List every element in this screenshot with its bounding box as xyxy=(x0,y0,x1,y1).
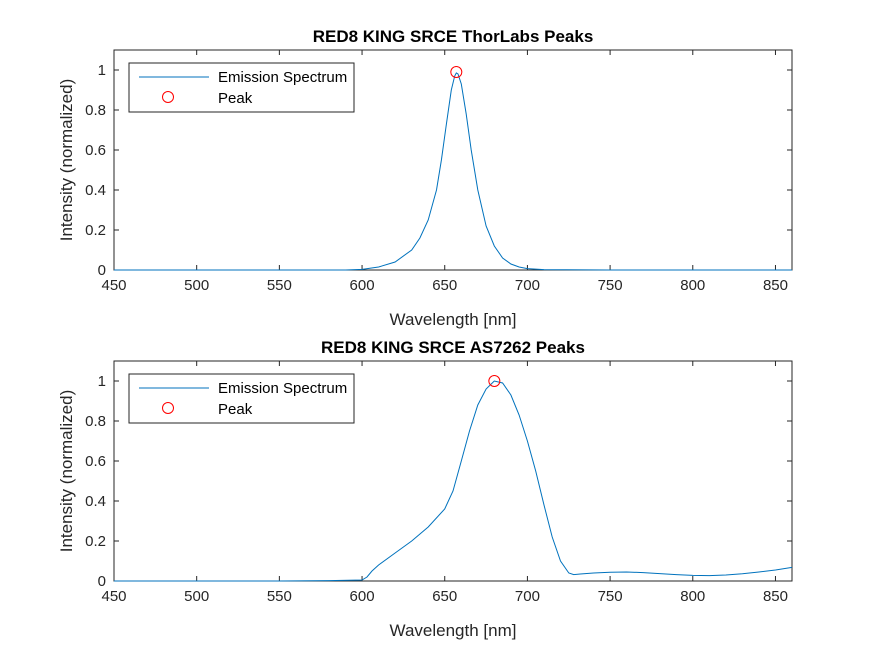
y-axis-label: Intensity (normalized) xyxy=(57,390,76,553)
y-tick-label: 0.4 xyxy=(85,182,106,199)
x-tick-label: 850 xyxy=(763,588,788,605)
y-tick-label: 0.2 xyxy=(85,533,106,550)
chart-title: RED8 KING SRCE ThorLabs Peaks xyxy=(313,27,594,46)
legend-box xyxy=(128,62,355,113)
subplot-2: RED8 KING SRCE AS7262 Peaks 450 500 550 600 6… xyxy=(57,338,793,640)
y-tick-label: 0 xyxy=(98,573,106,590)
x-tick-label: 650 xyxy=(432,588,457,605)
legend-marker-swatch xyxy=(162,91,174,103)
x-tick-label: 650 xyxy=(432,277,457,294)
legend-box xyxy=(128,373,355,424)
x-tick-label: 550 xyxy=(267,588,292,605)
y-tick-label: 0.8 xyxy=(85,102,106,119)
y-tick-label: 0.2 xyxy=(85,222,106,239)
x-tick-label: 450 xyxy=(101,588,126,605)
x-tick-label: 800 xyxy=(680,588,705,605)
legend-entry-spectrum: Emission Spectrum xyxy=(218,380,347,397)
legend-entry-peak: Peak xyxy=(218,90,253,107)
x-tick-label: 600 xyxy=(350,588,375,605)
x-tick-label: 550 xyxy=(267,277,292,294)
y-axis-label: Intensity (normalized) xyxy=(57,79,76,242)
chart-title: RED8 KING SRCE AS7262 Peaks xyxy=(321,338,585,357)
y-tick-label: 0.4 xyxy=(85,493,106,510)
x-tick-label: 500 xyxy=(184,277,209,294)
x-tick-label: 600 xyxy=(350,277,375,294)
y-tick-label: 0.8 xyxy=(85,413,106,430)
x-tick-label: 750 xyxy=(598,588,623,605)
x-tick-label: 750 xyxy=(598,277,623,294)
x-tick-label: 700 xyxy=(515,588,540,605)
x-axis-label: Wavelength [nm] xyxy=(390,621,517,640)
legend-entry-spectrum: Emission Spectrum xyxy=(218,69,347,86)
emission-spectrum-line xyxy=(114,380,793,582)
peak-marker xyxy=(450,66,463,78)
y-tick-label: 0.6 xyxy=(85,142,106,159)
y-tick-label: 1 xyxy=(98,373,106,390)
y-tick-label: 0 xyxy=(98,262,106,279)
emission-spectrum-line xyxy=(114,72,792,271)
y-tick-label: 0.6 xyxy=(85,453,106,470)
legend-entry-peak: Peak xyxy=(218,401,253,418)
x-tick-label: 850 xyxy=(763,277,788,294)
x-tick-label: 800 xyxy=(680,277,705,294)
x-tick-label: 450 xyxy=(101,277,126,294)
x-axis-label: Wavelength [nm] xyxy=(390,310,517,329)
x-tick-label: 700 xyxy=(515,277,540,294)
peak-marker xyxy=(488,375,501,387)
x-tick-label: 500 xyxy=(184,588,209,605)
legend-marker-swatch xyxy=(162,402,174,414)
subplot-1: RED8 KING SRCE ThorLabs Peaks 450 500 550 60… xyxy=(57,27,793,329)
y-tick-label: 1 xyxy=(98,62,106,79)
